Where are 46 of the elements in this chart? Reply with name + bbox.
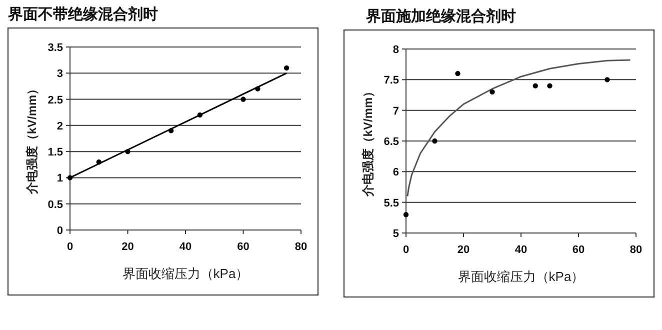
x-tick-label: 0 xyxy=(402,244,410,256)
point xyxy=(168,128,174,134)
x-tick-label: 80 xyxy=(630,244,642,256)
x-tick-label: 40 xyxy=(179,241,192,253)
point xyxy=(125,148,130,154)
point xyxy=(240,96,246,102)
point xyxy=(284,65,290,71)
y-tick-label: 2.5 xyxy=(48,94,63,106)
point xyxy=(490,89,495,95)
x-tick-label: 20 xyxy=(457,244,470,256)
y-tick-label: 6.5 xyxy=(384,136,399,148)
chart-title: 界面施加绝缘混合剂时 xyxy=(365,7,516,25)
point xyxy=(96,159,102,165)
y-tick-label: 2 xyxy=(56,120,63,132)
point xyxy=(547,83,552,88)
line-series xyxy=(406,59,631,197)
x-axis-title: 界面收缩压力（kPa） xyxy=(458,269,584,284)
point xyxy=(604,77,610,82)
point xyxy=(455,70,460,76)
point xyxy=(532,83,538,88)
x-tick-label: 0 xyxy=(66,241,74,253)
x-axis-title: 界面收缩压力（kPa） xyxy=(122,266,249,281)
y-tick-label: 8 xyxy=(392,44,399,56)
point xyxy=(432,138,438,144)
x-tick-label: 60 xyxy=(237,241,250,253)
point xyxy=(403,212,409,218)
y-tick-label: 0.5 xyxy=(48,198,63,211)
point xyxy=(255,86,260,92)
x-tick-label: 80 xyxy=(294,241,308,253)
x-tick-label: 20 xyxy=(122,241,134,253)
y-tick-label: 0 xyxy=(56,225,63,237)
y-tick-label: 5.5 xyxy=(384,197,399,210)
y-tick-label: 1 xyxy=(56,172,63,185)
y-tick-label: 3.5 xyxy=(48,42,63,54)
y-axis-title: 介电强度（kV/mm） xyxy=(25,82,39,196)
chart-title: 界面不带绝缘混合剂时 xyxy=(7,5,158,23)
y-tick-label: 7 xyxy=(392,105,399,118)
y-tick-label: 7.5 xyxy=(384,74,399,87)
point xyxy=(197,112,203,118)
y-tick-label: 3 xyxy=(56,68,63,80)
x-tick-label: 40 xyxy=(514,244,528,256)
x-tick-label: 60 xyxy=(572,244,585,256)
y-tick-label: 1.5 xyxy=(48,146,63,159)
y-tick-label: 6 xyxy=(392,166,399,179)
y-axis-title: 介电强度（kV/mm） xyxy=(361,85,375,198)
y-tick-label: 5 xyxy=(392,228,399,240)
